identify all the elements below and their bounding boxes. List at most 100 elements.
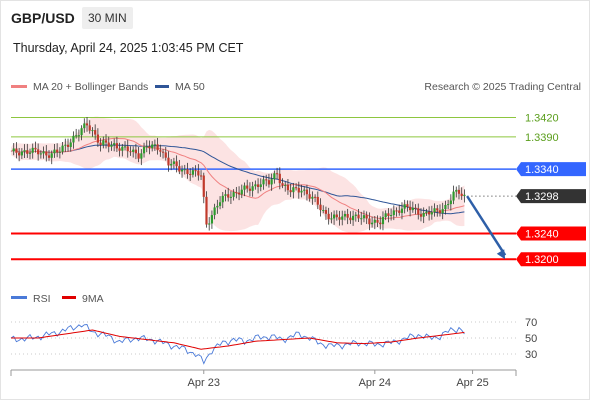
candle-body <box>303 189 306 191</box>
level-label-bg-last-price <box>516 189 586 204</box>
chart-credit: Research © 2025 Trading Central <box>424 81 581 93</box>
candle-body <box>115 143 118 149</box>
candle-body <box>267 180 271 185</box>
candle-body <box>129 151 132 153</box>
candle-body <box>395 210 398 212</box>
candle-body <box>354 214 357 216</box>
candle-body <box>338 217 341 220</box>
candle-body <box>151 144 154 149</box>
candle-body <box>134 149 137 154</box>
x-tick-label: Apr 25 <box>456 377 488 389</box>
forecast-arrow-shaft <box>466 195 507 256</box>
candle-body <box>417 208 420 215</box>
candle-body <box>390 215 393 217</box>
legend-label-ma50: MA 50 <box>175 81 205 93</box>
candle-body <box>235 192 238 194</box>
candle-body <box>284 184 287 186</box>
x-tick-label: Apr 24 <box>359 377 391 389</box>
level-label-bg-pivot <box>516 162 586 177</box>
candle-body <box>118 148 121 151</box>
candle-body <box>452 191 455 201</box>
candle-body <box>156 144 159 151</box>
candle-body <box>324 210 328 214</box>
candle-body <box>66 144 70 147</box>
candle-body <box>379 222 382 225</box>
candle-body <box>205 196 208 225</box>
candle-body <box>39 153 42 155</box>
candle-body <box>316 196 319 205</box>
x-axis-ticks: Apr 23 Apr 24 Apr 25 <box>188 370 489 389</box>
legend-label-rsi-ma: 9MA <box>82 293 104 305</box>
candle-body <box>365 215 368 219</box>
candle-body <box>191 170 195 175</box>
candle-body <box>199 175 203 177</box>
candle-body <box>72 135 75 143</box>
timeframe-badge[interactable]: 30 MIN <box>82 7 133 29</box>
candle-body <box>145 146 148 148</box>
ma20-line <box>10 137 465 220</box>
candle-body <box>194 170 197 172</box>
candle-body <box>455 189 458 192</box>
candle-body <box>430 212 433 215</box>
candle-body <box>178 166 181 172</box>
candle-body <box>256 184 260 188</box>
candle-body <box>387 213 390 216</box>
candle-body <box>422 212 425 217</box>
candle-body <box>265 179 268 181</box>
candle-body <box>107 142 110 147</box>
candle-body <box>447 204 450 206</box>
candle-body <box>322 210 325 212</box>
candle-body <box>351 215 355 221</box>
candle-body <box>85 123 89 126</box>
candle-body <box>433 208 436 213</box>
candle-body <box>414 207 417 209</box>
candle-body <box>305 189 309 195</box>
legend-swatch-rsi-ma <box>62 296 76 299</box>
candle-body <box>202 175 205 197</box>
candle-body <box>275 173 279 175</box>
candle-body <box>349 217 352 221</box>
candle-body <box>341 216 344 220</box>
candle-body <box>18 152 21 156</box>
candle-body <box>319 204 322 211</box>
candle-body <box>216 205 219 208</box>
level-label-bg-support-2 <box>516 252 586 267</box>
candle-body <box>449 200 452 205</box>
candle-body <box>45 151 48 156</box>
candle-body <box>75 135 78 137</box>
candle-body <box>23 150 26 152</box>
candle-body <box>42 151 45 154</box>
ma50-line <box>10 144 465 215</box>
candle-body <box>297 187 300 193</box>
candle-body <box>400 208 404 213</box>
level-label-bg-support-1 <box>516 226 586 241</box>
level-label-support-2: 1.3200 <box>525 254 559 266</box>
candle-body <box>357 214 360 219</box>
candle-body <box>53 149 56 154</box>
candle-body <box>270 179 273 185</box>
candle-body <box>189 174 192 176</box>
candle-body <box>457 189 461 194</box>
candle-body <box>31 147 34 153</box>
candle-body <box>50 153 53 158</box>
forecast-arrow-layer <box>466 195 507 260</box>
candle-body <box>56 149 59 153</box>
candle-body <box>438 210 442 214</box>
candle-body <box>240 189 243 195</box>
candle-body <box>300 190 303 193</box>
candle-body <box>262 179 265 185</box>
candle-body <box>411 207 414 211</box>
candle-body <box>221 195 224 203</box>
candle-body <box>102 140 105 146</box>
level-lines-layer: 1.3420 1.3390 1.3340 1.3298 1.3240 1.3200 <box>11 113 586 267</box>
candle-body <box>170 163 173 166</box>
candle-body <box>460 193 463 197</box>
candle-body <box>153 144 156 146</box>
candle-body <box>121 146 124 151</box>
candle-body <box>34 147 37 150</box>
currency-pair-title: GBP/USD <box>11 10 75 26</box>
candle-body <box>80 128 83 136</box>
candle-body <box>69 142 72 147</box>
candle-body <box>110 144 113 147</box>
